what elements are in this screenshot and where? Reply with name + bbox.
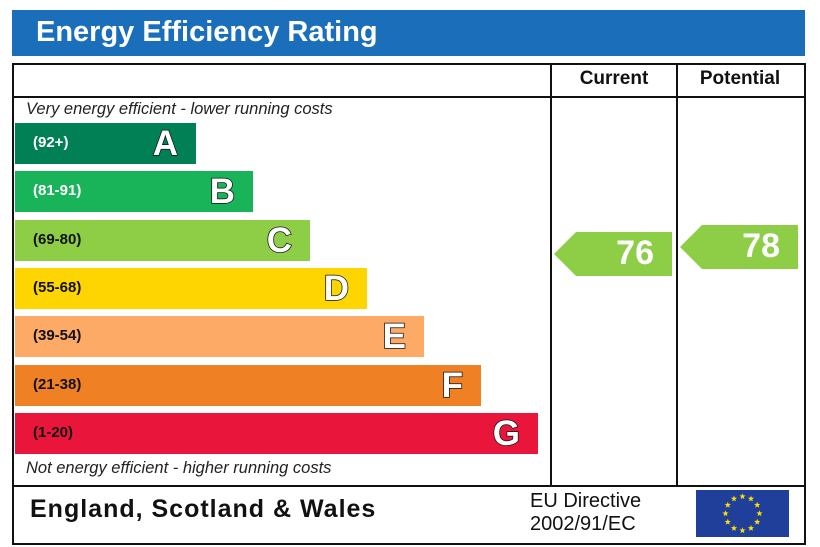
band-range: (81-91) (33, 182, 82, 200)
divider (676, 63, 678, 487)
directive-line2: 2002/91/EC (530, 513, 636, 535)
eu-flag-icon (696, 490, 789, 537)
star-icon (730, 495, 738, 502)
star-icon (754, 518, 761, 525)
current-rating-arrow: 76 (554, 231, 672, 276)
band-bar-f: (21-38) F (15, 364, 481, 406)
band-range: (1-20) (33, 423, 74, 441)
potential-rating-arrow: 78 (680, 224, 798, 269)
star-icon (756, 510, 763, 517)
current-rating-arrow-value: 76 (616, 233, 654, 272)
band-bar-c: (69-80) C (15, 219, 310, 261)
band-bar-e: (39-54) E (15, 316, 424, 358)
star-icon (724, 501, 731, 508)
band-bar-b: (81-91) B (15, 171, 253, 213)
star-icon (722, 510, 729, 517)
band-letter: E (382, 316, 407, 357)
column-header-potential: Potential (699, 68, 781, 89)
divider (550, 63, 552, 487)
star-icon (747, 495, 755, 502)
band-letter: A (152, 123, 179, 164)
chart-title: Energy Efficiency Rating (36, 16, 378, 48)
band-bar-a: (92+) A (15, 123, 196, 164)
directive-line1: EU Directive (530, 490, 642, 512)
band-bar-g: (1-20) G (15, 412, 538, 454)
band-range: (21-38) (33, 375, 82, 393)
band-letter: B (209, 172, 236, 213)
band-range: (92+) (33, 134, 69, 151)
star-icon (754, 501, 761, 508)
star-icon (730, 524, 738, 531)
star-icon (747, 524, 755, 531)
potential-rating-arrow-value: 78 (742, 226, 780, 265)
title-bar: Energy Efficiency Rating (12, 10, 805, 56)
note-top: Very energy efficient - lower running co… (26, 100, 333, 118)
divider (12, 96, 804, 98)
eu-directive: EU Directive 2002/91/EC (530, 490, 641, 536)
star-icon (739, 527, 746, 534)
band-bar-d: (55-68) D (15, 267, 367, 309)
band-letter: C (266, 220, 293, 261)
band-range: (69-80) (33, 230, 82, 248)
column-header-current: Current (579, 68, 649, 89)
footer-region: England, Scotland & Wales (30, 495, 377, 523)
divider (12, 485, 804, 487)
star-icon (724, 518, 731, 525)
band-letter: G (492, 413, 521, 454)
chart-frame (12, 63, 806, 545)
star-icon (739, 493, 746, 500)
band-range: (39-54) (33, 327, 82, 345)
band-letter: F (441, 365, 464, 406)
note-bottom: Not energy efficient - higher running co… (26, 459, 332, 477)
band-letter: D (323, 268, 350, 309)
band-range: (55-68) (33, 278, 82, 296)
